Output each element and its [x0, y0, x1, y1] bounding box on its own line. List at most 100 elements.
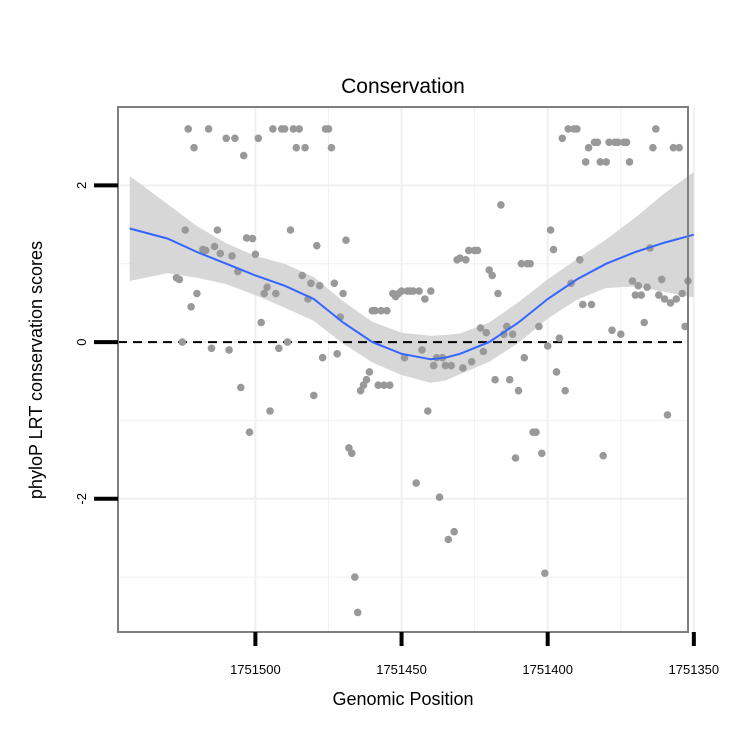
- data-point: [631, 291, 640, 299]
- data-points: [172, 125, 692, 617]
- data-point: [576, 255, 584, 264]
- data-point: [409, 287, 418, 295]
- data-point: [193, 289, 201, 298]
- data-point: [549, 245, 558, 254]
- data-point: [564, 125, 572, 133]
- data-point: [204, 125, 213, 133]
- data-point: [295, 125, 304, 133]
- data-point: [541, 569, 549, 577]
- data-point: [465, 246, 473, 255]
- data-point: [248, 234, 257, 243]
- data-point: [532, 428, 540, 437]
- data-point: [555, 334, 564, 343]
- data-point: [482, 328, 491, 337]
- data-point: [511, 454, 520, 462]
- data-point: [239, 151, 248, 160]
- data-point: [225, 346, 233, 354]
- data-point: [178, 338, 187, 346]
- data-point: [421, 295, 429, 303]
- data-point: [672, 295, 681, 303]
- smooth-line-layer: [129, 227, 695, 361]
- data-point: [558, 134, 567, 143]
- data-point: [427, 287, 435, 295]
- data-point: [266, 407, 274, 415]
- data-point: [605, 138, 613, 147]
- x-tick-label: 1751400: [522, 662, 573, 677]
- data-point: [520, 353, 529, 362]
- data-point: [201, 246, 210, 255]
- data-point: [660, 295, 669, 303]
- data-point: [435, 493, 444, 502]
- data-point: [263, 283, 271, 292]
- data-point: [526, 259, 534, 268]
- data-point: [538, 449, 546, 458]
- data-point: [655, 291, 663, 299]
- data-point: [579, 300, 587, 309]
- data-point: [289, 125, 298, 133]
- data-point: [535, 322, 543, 331]
- data-point: [424, 407, 432, 415]
- data-point: [313, 241, 321, 250]
- data-point: [593, 138, 602, 147]
- data-point: [625, 158, 634, 166]
- data-point: [242, 234, 251, 242]
- data-point: [327, 143, 336, 152]
- data-point: [362, 375, 371, 384]
- data-point: [444, 535, 453, 544]
- data-point: [552, 368, 561, 376]
- data-point: [476, 324, 485, 332]
- data-point: [418, 346, 426, 354]
- data-point: [330, 279, 339, 288]
- data-point: [397, 287, 406, 295]
- data-point: [505, 375, 514, 384]
- data-point: [383, 306, 391, 315]
- data-point: [508, 330, 517, 339]
- data-point: [260, 289, 269, 298]
- x-tick-label: 1751450: [376, 662, 427, 677]
- data-point: [628, 277, 637, 285]
- data-point: [669, 143, 678, 152]
- data-point: [216, 249, 225, 258]
- data-point: [666, 299, 675, 307]
- data-point: [207, 344, 216, 353]
- data-point: [377, 306, 385, 315]
- data-point: [581, 158, 590, 166]
- smooth-line: [129, 227, 695, 361]
- data-point: [315, 281, 324, 290]
- data-point: [257, 318, 266, 327]
- data-point: [412, 479, 421, 487]
- data-point: [269, 125, 277, 133]
- data-point: [488, 271, 497, 280]
- data-point: [447, 361, 456, 370]
- data-point: [587, 300, 596, 309]
- data-point: [292, 143, 301, 152]
- data-point: [380, 381, 388, 390]
- data-point: [254, 134, 263, 143]
- data-point: [339, 289, 347, 298]
- data-point: [596, 158, 605, 166]
- data-point: [450, 527, 459, 536]
- y-tick-label: -2: [74, 493, 89, 505]
- data-point: [500, 330, 508, 339]
- data-point: [181, 226, 189, 234]
- data-point: [318, 353, 327, 362]
- x-tick-label: 1751500: [230, 662, 281, 677]
- data-point: [190, 143, 198, 152]
- data-point: [622, 138, 631, 147]
- data-point: [251, 250, 260, 259]
- data-point: [228, 252, 236, 260]
- data-point: [657, 275, 666, 284]
- y-axis: 2 0 -2: [74, 182, 118, 505]
- data-point: [652, 125, 660, 133]
- x-tick-label: 1751350: [669, 662, 720, 677]
- data-point: [675, 143, 683, 152]
- data-point: [187, 303, 195, 311]
- confidence-band: [129, 172, 694, 383]
- data-point: [348, 449, 356, 458]
- data-point: [649, 143, 657, 152]
- data-point: [374, 381, 383, 390]
- data-point: [491, 375, 499, 384]
- data-point: [307, 279, 315, 288]
- data-point: [467, 357, 476, 366]
